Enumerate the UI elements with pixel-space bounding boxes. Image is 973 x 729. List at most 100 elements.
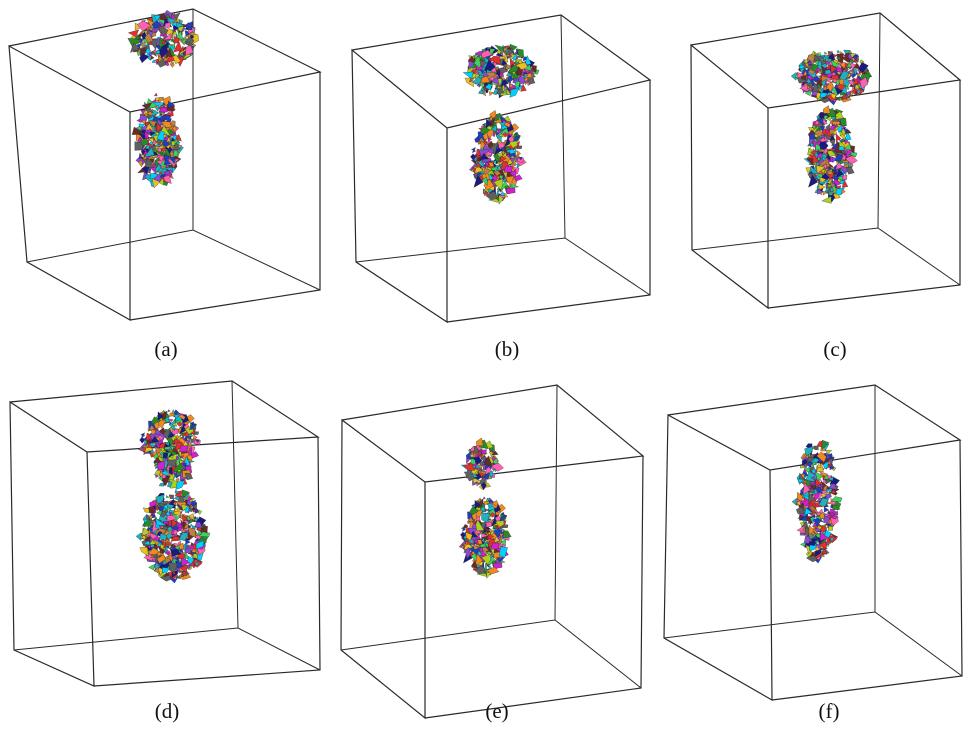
fragment xyxy=(148,539,157,545)
fragment xyxy=(163,521,170,526)
fragment xyxy=(465,532,473,541)
fragment xyxy=(164,170,170,175)
fragment xyxy=(483,190,489,196)
fragment xyxy=(148,515,153,521)
fragment xyxy=(173,496,181,501)
fragment xyxy=(476,539,483,545)
fragment xyxy=(808,491,816,503)
fragment xyxy=(139,547,149,557)
fragment xyxy=(164,541,171,545)
fragment xyxy=(820,92,829,99)
fragment xyxy=(523,74,529,80)
cube-edges xyxy=(340,384,645,720)
fragment xyxy=(839,85,848,95)
fragment xyxy=(148,424,156,430)
fragment xyxy=(155,517,168,526)
fragment xyxy=(851,57,856,62)
fragment xyxy=(489,512,496,518)
fragment xyxy=(195,537,199,542)
fragment xyxy=(172,429,179,435)
fragment xyxy=(472,76,483,85)
fragment xyxy=(489,91,494,96)
fragment xyxy=(175,451,180,455)
fragment xyxy=(162,95,171,107)
fragment xyxy=(176,557,183,569)
fragment xyxy=(486,521,492,528)
fragment xyxy=(810,476,816,481)
fragment xyxy=(844,130,852,141)
fragment xyxy=(193,559,198,563)
fragment xyxy=(516,48,524,58)
fragment xyxy=(162,500,168,505)
fragment xyxy=(463,463,476,471)
fragment xyxy=(471,512,478,520)
fragment xyxy=(814,548,822,558)
fragment xyxy=(476,163,483,168)
fragment xyxy=(796,525,806,534)
fragment xyxy=(164,22,171,29)
fragment xyxy=(502,132,509,138)
fragment xyxy=(167,140,173,145)
fragment xyxy=(185,45,194,56)
fragment xyxy=(516,65,523,76)
fragment xyxy=(139,53,150,64)
fragment xyxy=(476,516,481,522)
caption-f: (f) xyxy=(818,699,840,723)
fragment xyxy=(830,125,836,130)
fragment xyxy=(160,544,165,550)
fragment xyxy=(524,55,532,66)
fragment xyxy=(162,32,172,41)
fragment xyxy=(172,142,181,151)
fragment xyxy=(498,194,504,205)
fragment xyxy=(510,129,515,133)
fragment xyxy=(499,515,507,522)
fragment xyxy=(825,128,829,134)
fragment xyxy=(170,120,176,127)
fragment xyxy=(173,149,179,157)
fragment xyxy=(464,546,472,560)
cube-edges-hidden xyxy=(877,12,881,229)
fragment xyxy=(164,153,172,162)
fragment xyxy=(492,174,499,182)
fragment xyxy=(479,73,484,79)
fragment xyxy=(829,483,837,490)
fragment xyxy=(481,49,493,59)
fragment xyxy=(799,65,806,69)
fragment xyxy=(186,496,193,502)
fragment xyxy=(824,69,832,75)
fragment xyxy=(191,507,196,511)
fragment xyxy=(152,542,159,550)
fragment xyxy=(169,543,177,550)
fragment xyxy=(468,60,475,71)
cube-edges xyxy=(446,80,651,323)
fragment xyxy=(172,40,183,53)
fragment xyxy=(193,431,199,435)
fragment xyxy=(809,482,817,491)
fragment xyxy=(170,548,182,557)
fragment xyxy=(822,190,828,196)
cube-edges-hidden xyxy=(231,380,239,629)
fragment xyxy=(172,570,176,575)
fragment xyxy=(834,123,839,128)
fragment xyxy=(815,143,821,151)
fragment xyxy=(158,145,165,150)
fragment xyxy=(177,526,182,532)
fragment xyxy=(823,506,830,513)
fragment xyxy=(159,174,164,178)
fragment xyxy=(145,537,151,542)
fragment xyxy=(155,143,161,147)
fragment xyxy=(512,71,516,75)
fragment xyxy=(824,167,829,173)
fragment xyxy=(166,441,170,447)
fragment xyxy=(483,564,488,570)
fragment xyxy=(824,529,832,539)
fragment xyxy=(159,533,168,541)
fragment xyxy=(506,187,516,195)
fragment xyxy=(500,527,504,531)
fragment xyxy=(821,134,826,139)
fragment xyxy=(481,176,488,186)
fragment xyxy=(187,555,195,565)
cube-edges xyxy=(767,80,961,309)
fragment xyxy=(823,515,830,525)
fragment xyxy=(835,56,841,61)
